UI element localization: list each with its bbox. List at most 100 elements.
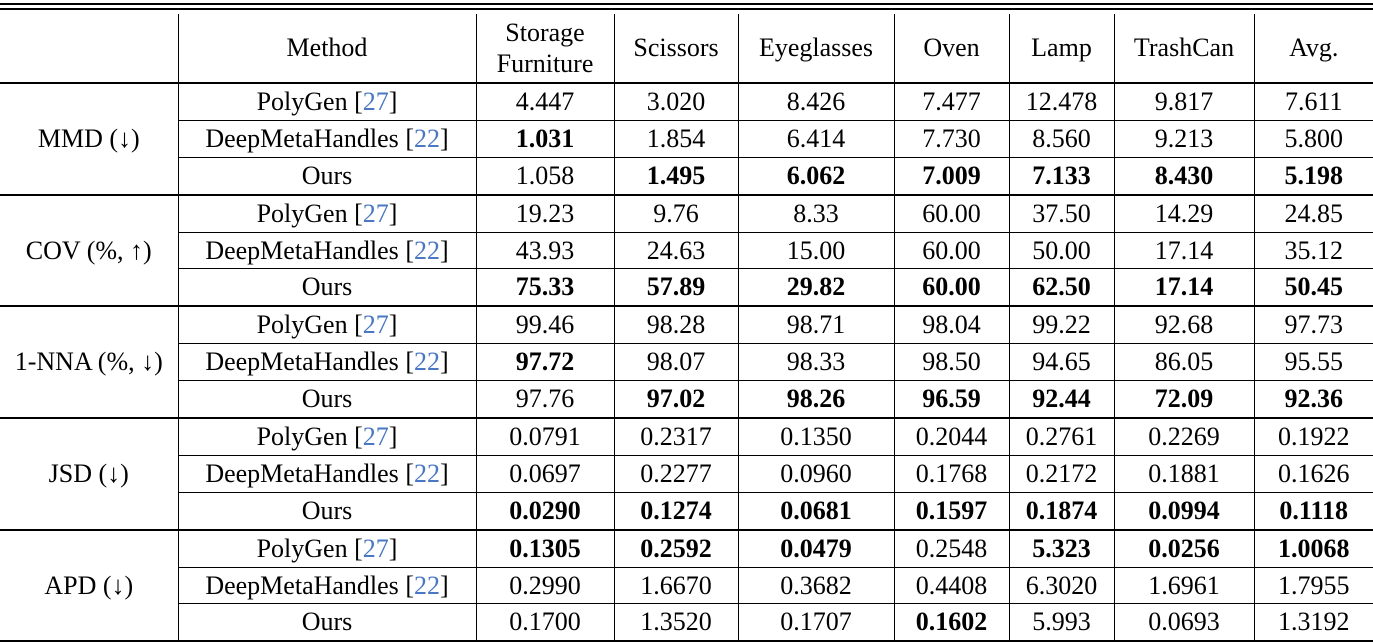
value-cell: 95.55 [1253, 343, 1373, 382]
value-cell: 43.93 [475, 232, 614, 270]
value-cell: 1.3192 [1253, 603, 1373, 642]
value-cell: 7.730 [893, 120, 1009, 158]
value-cell: 98.71 [737, 306, 894, 345]
value-cell: 97.76 [475, 380, 614, 420]
value-cell: 60.00 [893, 268, 1009, 308]
value-cell: 9.213 [1113, 120, 1254, 158]
method-name: DeepMetaHandles [205, 458, 399, 488]
value-cell: 98.26 [737, 380, 894, 420]
method-name-cell: Ours [177, 268, 476, 308]
method-name: Ours [301, 495, 353, 525]
value-cell: 0.2269 [1113, 418, 1254, 456]
top-rule [0, 3, 1373, 5]
value-cell: 4.447 [475, 83, 614, 121]
citation-link[interactable]: 27 [362, 198, 389, 228]
header-oven: Oven [893, 14, 1009, 84]
method-name: DeepMetaHandles [205, 570, 399, 600]
method-name-cell: DeepMetaHandles [22] [177, 120, 476, 158]
value-cell: 35.12 [1253, 232, 1373, 270]
citation-link[interactable]: 22 [413, 123, 440, 153]
method-name-cell: DeepMetaHandles [22] [177, 455, 476, 493]
table-row: DeepMetaHandles [22] 0.2990 1.6670 0.3682 0.… [0, 567, 1373, 605]
value-cell: 50.45 [1253, 268, 1373, 308]
results-table: Method Storage Furniture Scissors Eyegla… [0, 14, 1373, 642]
citation-link[interactable]: 22 [413, 347, 440, 377]
table-row: Ours 1.058 1.495 6.062 7.009 7.133 8.430 5.198 [0, 157, 1373, 196]
value-cell: 94.65 [1008, 343, 1114, 382]
value-cell: 97.73 [1253, 306, 1373, 345]
value-cell: 92.36 [1253, 380, 1373, 420]
value-cell: 0.2548 [893, 529, 1009, 568]
citation-link[interactable]: 22 [413, 458, 440, 488]
value-cell: 7.477 [893, 83, 1009, 121]
metric-label: JSD (↓) [0, 418, 178, 531]
method-name: Ours [301, 607, 353, 637]
citation-link[interactable]: 22 [413, 570, 440, 600]
value-cell: 1.0068 [1253, 529, 1373, 568]
table-row: MMD (↓) PolyGen [27] 4.447 3.020 8.426 7.477 1… [0, 83, 1373, 196]
value-cell: 98.28 [613, 306, 738, 345]
citation-link[interactable]: 22 [413, 235, 440, 265]
header-row: Method Storage Furniture Scissors Eyegla… [0, 14, 1373, 84]
header-trashcan: TrashCan [1113, 14, 1254, 84]
table-row: APD (↓) PolyGen [27] 0.1305 0.2592 0.0479 0.2… [0, 529, 1373, 642]
header-storage-line1: Storage [505, 17, 585, 47]
method-name: PolyGen [256, 198, 348, 228]
value-cell: 24.63 [613, 232, 738, 270]
method-name-cell: PolyGen [27] [177, 194, 476, 233]
value-cell: 97.72 [475, 343, 614, 382]
value-cell: 5.993 [1008, 603, 1114, 642]
citation-link[interactable]: 27 [362, 86, 389, 116]
table-row: Ours 0.0290 0.1274 0.0681 0.1597 0.1874 0.0994… [0, 492, 1373, 531]
value-cell: 15.00 [737, 232, 894, 270]
value-cell: 0.0290 [475, 492, 614, 531]
value-cell: 3.020 [613, 83, 738, 121]
value-cell: 17.14 [1113, 232, 1254, 270]
header-eyeglasses: Eyeglasses [737, 14, 894, 84]
method-name-cell: DeepMetaHandles [22] [177, 343, 476, 382]
table-row: JSD (↓) PolyGen [27] 0.0791 0.2317 0.1350 0.2… [0, 418, 1373, 531]
value-cell: 29.82 [737, 268, 894, 308]
method-name-cell: DeepMetaHandles [22] [177, 567, 476, 605]
value-cell: 0.1602 [893, 603, 1009, 642]
value-cell: 7.009 [893, 157, 1009, 196]
header-avg: Avg. [1253, 14, 1373, 84]
value-cell: 1.7955 [1253, 567, 1373, 605]
value-cell: 0.0994 [1113, 492, 1254, 531]
value-cell: 0.4408 [893, 567, 1009, 605]
method-name-cell: Ours [177, 157, 476, 196]
value-cell: 86.05 [1113, 343, 1254, 382]
value-cell: 1.6670 [613, 567, 738, 605]
method-name: Ours [301, 272, 353, 302]
value-cell: 0.2172 [1008, 455, 1114, 493]
table-row: DeepMetaHandles [22] 0.0697 0.2277 0.0960 0.… [0, 455, 1373, 493]
value-cell: 7.133 [1008, 157, 1114, 196]
value-cell: 8.426 [737, 83, 894, 121]
value-cell: 1.495 [613, 157, 738, 196]
citation-link[interactable]: 27 [362, 421, 389, 451]
method-name-cell: PolyGen [27] [177, 529, 476, 568]
method-name: PolyGen [256, 533, 348, 563]
method-name-cell: Ours [177, 603, 476, 642]
citation-link[interactable]: 27 [362, 533, 389, 563]
value-cell: 0.2761 [1008, 418, 1114, 456]
value-cell: 0.1768 [893, 455, 1009, 493]
method-name-cell: PolyGen [27] [177, 306, 476, 345]
method-name: Ours [301, 160, 353, 190]
value-cell: 1.854 [613, 120, 738, 158]
value-cell: 0.1881 [1113, 455, 1254, 493]
metric-label: APD (↓) [0, 529, 178, 642]
citation-link[interactable]: 27 [362, 310, 389, 340]
table-row: COV (%, ↑) PolyGen [27] 19.23 9.76 8.33 60.00… [0, 194, 1373, 308]
value-cell: 72.09 [1113, 380, 1254, 420]
value-cell: 0.2592 [613, 529, 738, 568]
value-cell: 17.14 [1113, 268, 1254, 308]
value-cell: 0.0960 [737, 455, 894, 493]
value-cell: 8.430 [1113, 157, 1254, 196]
value-cell: 99.22 [1008, 306, 1114, 345]
header-scissors: Scissors [613, 14, 738, 84]
table-row: DeepMetaHandles [22] 43.93 24.63 15.00 60.00… [0, 232, 1373, 270]
method-name: DeepMetaHandles [205, 347, 399, 377]
header-lamp: Lamp [1008, 14, 1114, 84]
